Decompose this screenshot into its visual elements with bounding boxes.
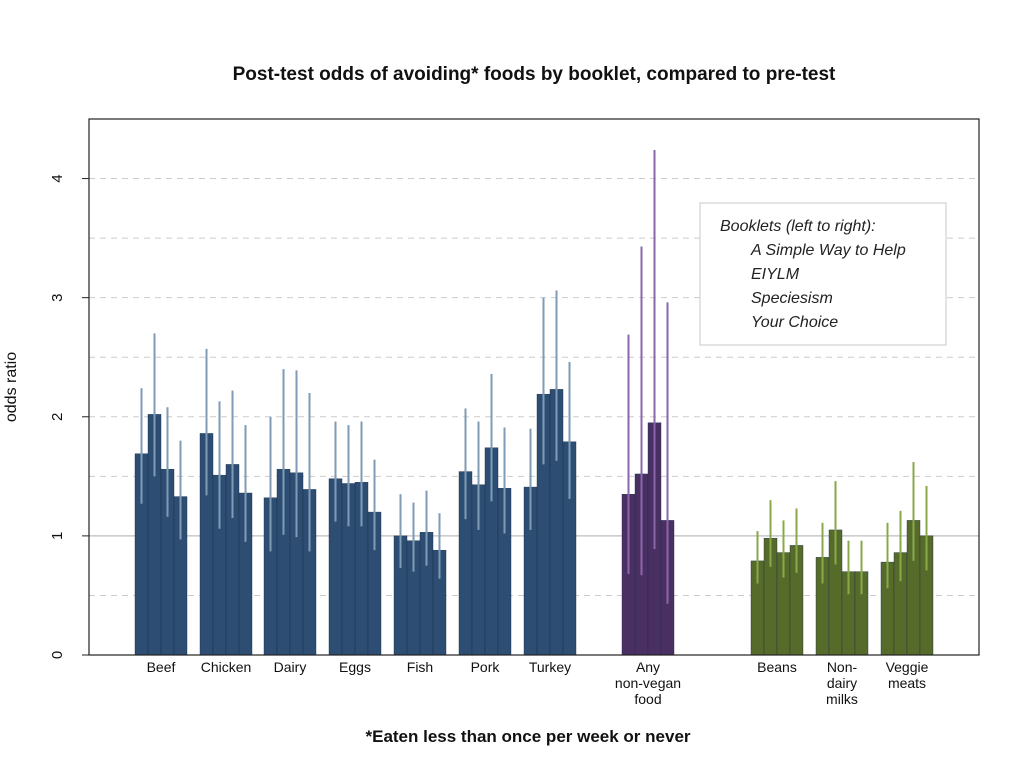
x-tick-label-dairy: Dairy [274,659,307,675]
y-tick-label: 2 [49,413,66,421]
x-tick-label-beans: Beans [757,659,797,675]
x-tick-label-any-non-vegan-food: Any non-vegan food [615,659,681,707]
x-tick-label-veggie-meats: Veggie meats [886,659,929,691]
legend-title: Booklets (left to right): [720,218,876,235]
x-tick-label-eggs: Eggs [339,659,371,675]
confidence-intervals [140,149,928,604]
chart-title: Post-test odds of avoiding* foods by boo… [233,64,836,85]
x-tick-label-turkey: Turkey [529,659,571,675]
legend-entry: Speciesism [751,290,833,307]
x-tick-label-chicken: Chicken [201,659,252,675]
plot-frame [88,118,980,656]
y-axis-label: odds ratio [3,352,20,422]
legend-box [699,202,947,346]
x-tick-label-non-dairy-milks: Non-dairy milks [826,659,858,707]
legend: Booklets (left to right): A Simple Way t… [699,202,947,346]
x-tick-label-pork: Pork [471,659,501,675]
x-axis-note: *Eaten less than once per week or never [365,727,690,746]
x-tick-label-beef: Beef [147,659,176,675]
legend-entry: EIYLM [751,266,800,283]
bars [134,389,934,656]
y-tick-label: 1 [49,532,66,540]
y-axis: 0 1 2 3 4 [49,174,89,659]
y-tick-label: 0 [49,651,66,659]
y-tick-label: 3 [49,293,66,301]
x-tick-label-fish: Fish [407,659,433,675]
legend-entry: Your Choice [751,314,838,331]
x-axis: Beef Chicken Dairy Eggs Fish Pork Turkey Any non… [147,659,929,707]
y-tick-label: 4 [49,174,66,182]
legend-entry: A Simple Way to Help [750,242,906,259]
